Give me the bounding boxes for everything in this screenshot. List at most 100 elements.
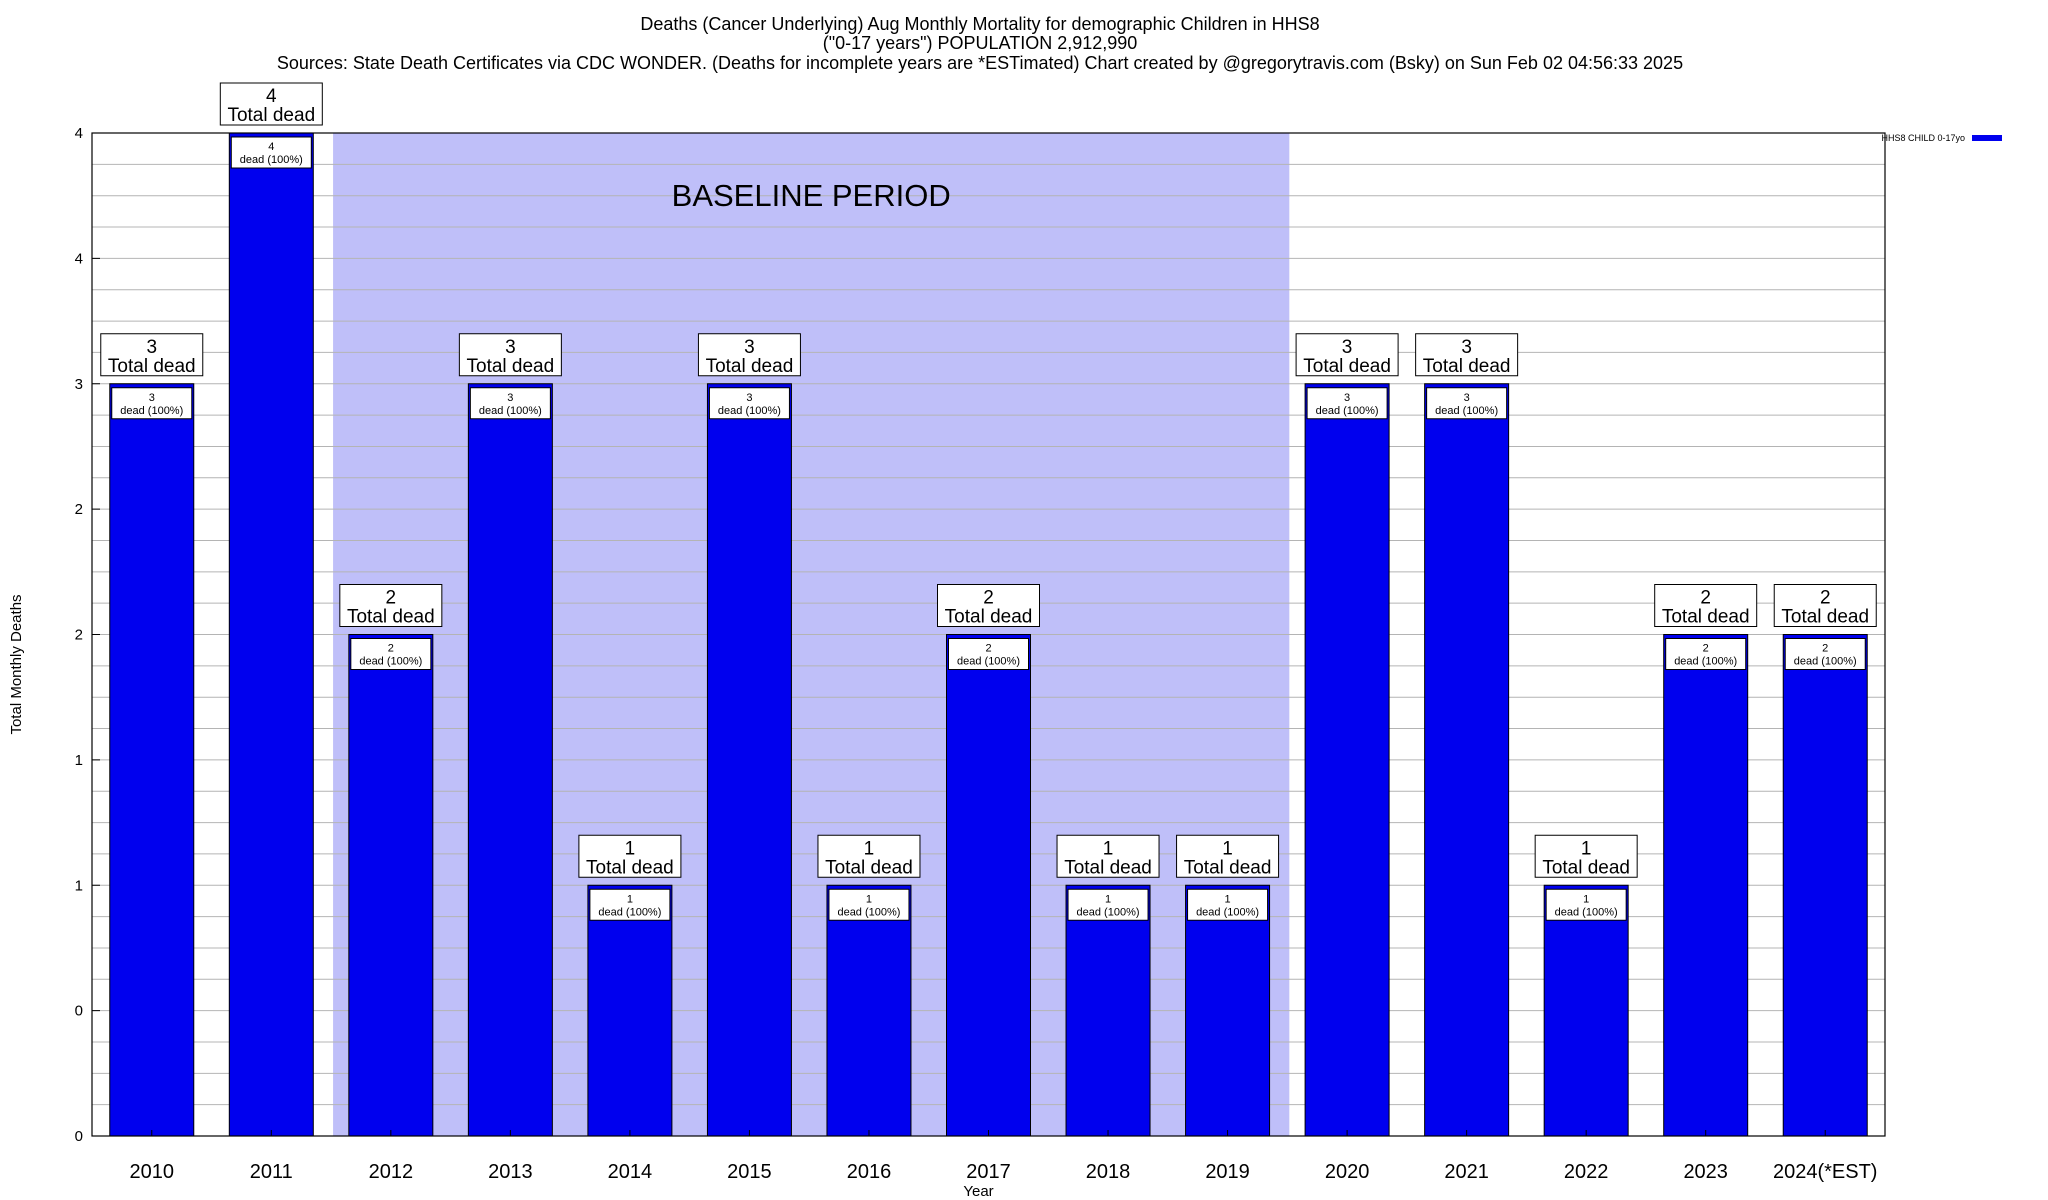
- bar-total-label-count: 4: [266, 86, 277, 107]
- bar-inner-label-text: dead (100%): [1196, 906, 1259, 918]
- bar-total-label-box: [1654, 584, 1758, 627]
- legend: HHS8 CHILD 0-17yo: [1881, 133, 2002, 143]
- bar-inner-label-text: dead (100%): [120, 405, 183, 417]
- bar-total-label-box: [817, 834, 921, 878]
- bar-total-label-count: 3: [505, 337, 516, 358]
- bar-total-label-text: Total dead: [1303, 356, 1391, 377]
- bar-total-label-count: 1: [1222, 838, 1233, 859]
- bar-total-label-box: [1176, 834, 1280, 878]
- bar-inner-label-text: dead (100%): [1794, 656, 1857, 668]
- x-tick-label: 2024(*EST): [1773, 1161, 1878, 1183]
- bar-inner-label-text: dead (100%): [957, 656, 1020, 668]
- y-tick-label: 1: [75, 752, 83, 769]
- x-tick-label: 2018: [1086, 1161, 1131, 1183]
- bar-total-label-count: 2: [386, 588, 397, 609]
- bar-inner-label-text: dead (100%): [1316, 405, 1379, 417]
- bar-total-label-count: 2: [1700, 588, 1711, 609]
- y-tick-label: 4: [75, 125, 83, 142]
- bar-inner-label-text: dead (100%): [1077, 906, 1140, 918]
- bar-inner-label-box: [1784, 638, 1866, 670]
- bar-total-label-box: [219, 82, 323, 126]
- bar-inner-label-box: [469, 387, 551, 420]
- bar-total-label-box: [578, 834, 682, 878]
- bar-inner-label-text: dead (100%): [479, 405, 542, 417]
- bar: [1185, 884, 1271, 1137]
- bar-inner-label-box: [1187, 888, 1269, 921]
- bar-inner-label-count: 2: [388, 643, 394, 655]
- bar-inner-label-text: dead (100%): [240, 154, 303, 166]
- bar-total-label-text: Total dead: [945, 607, 1033, 628]
- bar-total-label-box: [1415, 333, 1519, 377]
- bar-total-label-count: 1: [1581, 838, 1592, 859]
- bar-inner-label-count: 4: [268, 141, 274, 153]
- bar-inner-label-box: [708, 387, 790, 420]
- bar-total-label-box: [697, 333, 801, 377]
- y-tick-label: 0: [75, 1128, 83, 1145]
- bar: [1424, 383, 1510, 1137]
- x-tick-label: 2023: [1683, 1161, 1728, 1183]
- chart-title: Deaths (Cancer Underlying) Aug Monthly M…: [640, 14, 1320, 34]
- bar-total-label-count: 3: [744, 337, 755, 358]
- x-tick-label: 2020: [1325, 1161, 1370, 1183]
- bar-total-label-count: 2: [983, 588, 994, 609]
- bar-inner-label-text: dead (100%): [1435, 405, 1498, 417]
- bar-total-label-count: 3: [146, 337, 157, 358]
- bar-total-label-text: Total dead: [706, 356, 794, 377]
- bar-inner-label-count: 2: [985, 643, 991, 655]
- x-tick-label: 2011: [250, 1161, 293, 1183]
- bar: [946, 634, 1031, 1137]
- bar-total-label-count: 3: [1342, 337, 1353, 358]
- bar-total-label-box: [1534, 834, 1638, 878]
- legend-label: HHS8 CHILD 0-17yo: [1881, 133, 1965, 143]
- bar: [1065, 884, 1151, 1137]
- bar: [1782, 634, 1868, 1137]
- y-tick-label: 2: [75, 501, 83, 518]
- chart-subtitle: ("0-17 years") POPULATION 2,912,990: [822, 33, 1138, 53]
- bar: [109, 383, 195, 1137]
- x-tick-label: 2021: [1444, 1161, 1489, 1183]
- bar-total-label-text: Total dead: [1184, 857, 1272, 878]
- y-tick-label: 3: [75, 376, 83, 393]
- legend-swatch: [1972, 135, 2002, 141]
- bar-inner-label-count: 3: [149, 392, 155, 404]
- y-tick-label: 4: [75, 250, 83, 267]
- bar-total-label-text: Total dead: [1064, 857, 1152, 878]
- bar: [826, 884, 912, 1137]
- bar-total-label-text: Total dead: [227, 105, 315, 126]
- y-tick-label: 2: [75, 627, 83, 644]
- bar-inner-label-text: dead (100%): [837, 906, 900, 918]
- bar-total-label-box: [937, 584, 1040, 627]
- bar-total-label-text: Total dead: [108, 356, 196, 377]
- bar: [1543, 884, 1629, 1137]
- bar-inner-label-text: dead (100%): [718, 405, 781, 417]
- bar-inner-label-box: [1426, 387, 1508, 420]
- bar-total-label-text: Total dead: [586, 857, 674, 878]
- bar-total-label-count: 3: [1461, 337, 1472, 358]
- plot-border: [91, 132, 1886, 1137]
- bar-total-label-text: Total dead: [825, 857, 913, 878]
- bar-inner-label-count: 2: [1703, 643, 1709, 655]
- bar-total-label-text: Total dead: [467, 356, 555, 377]
- x-tick-label: 2012: [369, 1161, 414, 1183]
- bar-total-label-text: Total dead: [347, 607, 435, 628]
- x-tick-label: 2015: [727, 1161, 772, 1183]
- bar-inner-label-text: dead (100%): [598, 906, 661, 918]
- y-axis-label: Total Monthly Deaths: [8, 594, 25, 734]
- bar: [228, 132, 314, 1137]
- bar-total-label-box: [458, 333, 562, 377]
- bar-total-label-count: 1: [864, 838, 875, 859]
- bar-inner-label-count: 1: [627, 893, 633, 905]
- x-tick-label: 2014: [608, 1161, 653, 1183]
- x-tick-label: 2013: [488, 1161, 533, 1183]
- bar-total-label-text: Total dead: [1542, 857, 1630, 878]
- bar: [1663, 634, 1749, 1137]
- bar-inner-label-box: [1665, 638, 1747, 670]
- bar-inner-label-text: dead (100%): [1555, 906, 1618, 918]
- bar-inner-label-count: 1: [1583, 893, 1589, 905]
- x-tick-label: 2017: [966, 1161, 1011, 1183]
- bar-inner-label-count: 3: [1344, 392, 1350, 404]
- x-tick-label: 2010: [130, 1161, 175, 1183]
- bar: [348, 634, 434, 1137]
- bar-total-label-count: 2: [1820, 588, 1831, 609]
- bar: [467, 383, 553, 1137]
